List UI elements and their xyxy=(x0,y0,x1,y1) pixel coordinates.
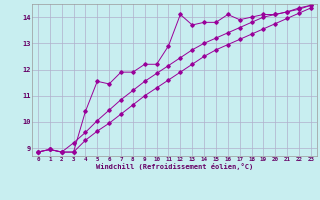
X-axis label: Windchill (Refroidissement éolien,°C): Windchill (Refroidissement éolien,°C) xyxy=(96,163,253,170)
